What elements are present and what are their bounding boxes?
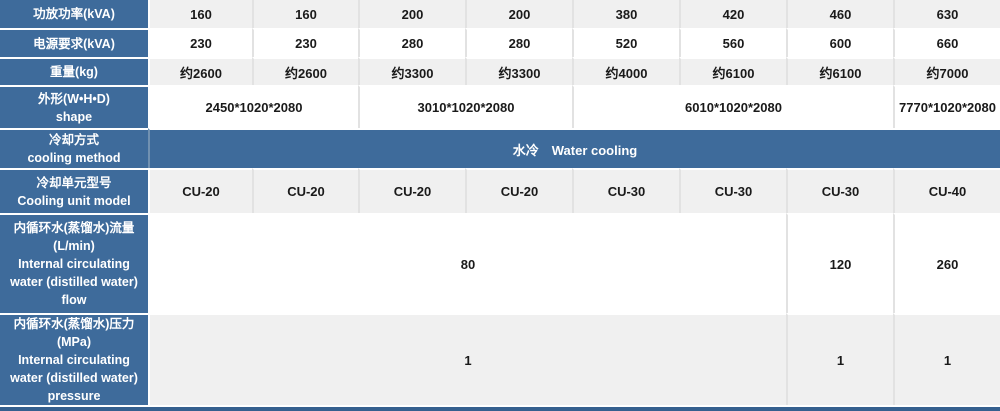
cell-water-flow-1: 80: [148, 213, 786, 313]
cell-cooling-unit-7: CU-30: [786, 168, 893, 213]
cell-shape-2: 3010*1020*2080: [358, 85, 572, 128]
cell-power-req-1: 230: [148, 28, 252, 57]
cell-weight-3: 约3300: [358, 57, 465, 85]
cell-power-req-2: 230: [252, 28, 358, 57]
row-label-text: 重量(kg): [50, 65, 98, 79]
row-label-text-en2: water (distilled water): [10, 371, 138, 385]
row-label-text-en2: water (distilled water): [10, 275, 138, 289]
cell-amp-power-1: 160: [148, 0, 252, 28]
cell-cooling-method-merged: 水冷 Water cooling: [148, 128, 1000, 168]
cell-amp-power-3: 200: [358, 0, 465, 28]
row-label-text-cn: 冷却单元型号: [36, 175, 112, 190]
row-label-text-en3: flow: [61, 293, 87, 307]
cell-cooling-unit-5: CU-30: [572, 168, 679, 213]
row-label-text-en1: Internal circulating: [18, 353, 130, 367]
row-label-shape: 外形(W•H•D) shape: [0, 85, 148, 128]
row-label-text-en1: Internal circulating: [18, 257, 130, 271]
row-water-pressure: 内循环水(蒸馏水)压力 (MPa) Internal circulating w…: [0, 313, 1000, 405]
cell-amp-power-6: 420: [679, 0, 786, 28]
row-label-cooling-unit: 冷却单元型号 Cooling unit model: [0, 168, 148, 213]
row-label-text: 电源要求(kVA): [33, 36, 115, 51]
row-label-text-cn: 内循环水(蒸馏水)压力: [13, 317, 135, 331]
cell-water-flow-2: 120: [786, 213, 893, 313]
row-label-text-unit: (MPa): [56, 335, 92, 349]
row-label-water-flow: 内循环水(蒸馏水)流量 (L/min) Internal circulating…: [0, 213, 148, 313]
cell-amp-power-8: 630: [893, 0, 1000, 28]
cell-shape-1: 2450*1020*2080: [148, 85, 358, 128]
cell-water-pressure-3: 1: [893, 313, 1000, 405]
row-next-partial: [0, 405, 1000, 411]
partial-blue-row: [0, 405, 1000, 411]
cell-water-flow-3: 260: [893, 213, 1000, 313]
row-cooling-unit: 冷却单元型号 Cooling unit model CU-20 CU-20 CU…: [0, 168, 1000, 213]
row-label-power-requirement: 电源要求(kVA): [0, 28, 148, 57]
cell-cooling-unit-6: CU-30: [679, 168, 786, 213]
cell-power-req-3: 280: [358, 28, 465, 57]
row-label-text-en: cooling method: [27, 151, 121, 165]
row-label-text-cn: 内循环水(蒸馏水)流量: [13, 221, 135, 235]
row-label-text-en: shape: [55, 109, 93, 124]
cell-power-req-6: 560: [679, 28, 786, 57]
cell-amp-power-2: 160: [252, 0, 358, 28]
row-water-flow: 内循环水(蒸馏水)流量 (L/min) Internal circulating…: [0, 213, 1000, 313]
cell-shape-3: 6010*1020*2080: [572, 85, 893, 128]
cell-weight-4: 约3300: [465, 57, 572, 85]
cell-water-pressure-1: 1: [148, 313, 786, 405]
cell-weight-1: 约2600: [148, 57, 252, 85]
row-cooling-method: 冷却方式 cooling method 水冷 Water cooling: [0, 128, 1000, 168]
row-amp-power: 功放功率(kVA) 160 160 200 200 380 420 460 63…: [0, 0, 1000, 28]
row-weight: 重量(kg) 约2600 约2600 约3300 约3300 约4000 约61…: [0, 57, 1000, 85]
cell-weight-7: 约6100: [786, 57, 893, 85]
cell-amp-power-5: 380: [572, 0, 679, 28]
cell-amp-power-7: 460: [786, 0, 893, 28]
cell-weight-5: 约4000: [572, 57, 679, 85]
cell-water-pressure-2: 1: [786, 313, 893, 405]
row-label-text-cn: 外形(W•H•D): [38, 91, 110, 106]
row-label-text-en: Cooling unit model: [17, 193, 131, 208]
cell-cooling-unit-3: CU-20: [358, 168, 465, 213]
row-label-water-pressure: 内循环水(蒸馏水)压力 (MPa) Internal circulating w…: [0, 313, 148, 405]
cell-cooling-unit-8: CU-40: [893, 168, 1000, 213]
row-shape: 外形(W•H•D) shape 2450*1020*2080 3010*1020…: [0, 85, 1000, 128]
row-label-text-unit: (L/min): [53, 239, 95, 253]
row-label-cooling-method: 冷却方式 cooling method: [0, 128, 148, 168]
cell-weight-6: 约6100: [679, 57, 786, 85]
row-label-text-en3: pressure: [47, 389, 101, 403]
row-label-text-cn: 冷却方式: [48, 133, 99, 147]
cell-cooling-unit-4: CU-20: [465, 168, 572, 213]
cell-power-req-7: 600: [786, 28, 893, 57]
row-power-requirement: 电源要求(kVA) 230 230 280 280 520 560 600 66…: [0, 28, 1000, 57]
cell-power-req-8: 660: [893, 28, 1000, 57]
cell-weight-8: 约7000: [893, 57, 1000, 85]
cell-weight-2: 约2600: [252, 57, 358, 85]
row-label-text: 功放功率(kVA): [33, 7, 115, 21]
cell-amp-power-4: 200: [465, 0, 572, 28]
cell-cooling-unit-1: CU-20: [148, 168, 252, 213]
cell-cooling-unit-2: CU-20: [252, 168, 358, 213]
cell-power-req-5: 520: [572, 28, 679, 57]
row-label-amp-power: 功放功率(kVA): [0, 0, 148, 28]
cell-shape-4: 7770*1020*2080: [893, 85, 1000, 128]
cell-power-req-4: 280: [465, 28, 572, 57]
row-label-weight: 重量(kg): [0, 57, 148, 85]
